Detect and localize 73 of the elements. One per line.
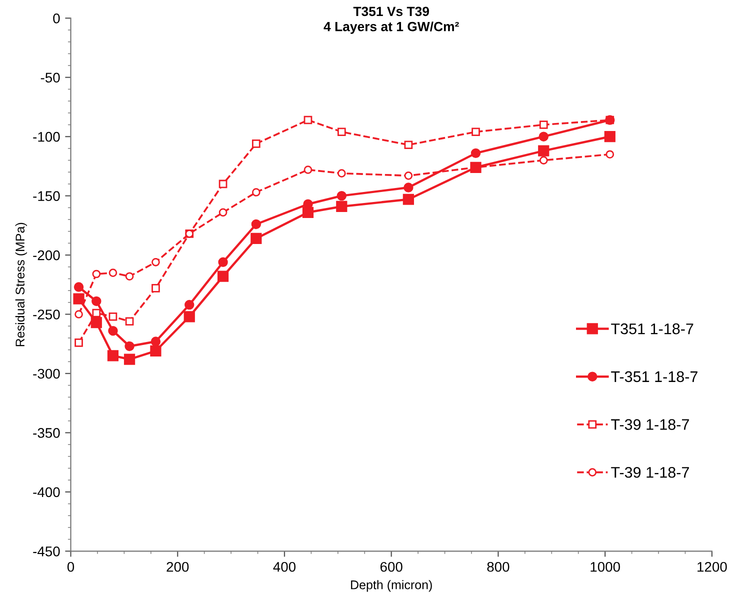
point bbox=[92, 270, 101, 278]
y-tick-label: -150 bbox=[33, 191, 60, 201]
point bbox=[125, 272, 134, 281]
y-tick-label: -450 bbox=[33, 546, 60, 556]
x-tick-label: 800 bbox=[487, 562, 510, 572]
point bbox=[251, 219, 262, 230]
point bbox=[74, 310, 83, 318]
y-tick-label: -250 bbox=[33, 310, 60, 320]
point bbox=[336, 190, 347, 201]
point bbox=[538, 145, 550, 156]
point bbox=[604, 131, 616, 142]
point bbox=[107, 350, 119, 362]
point bbox=[152, 258, 160, 266]
point bbox=[304, 116, 312, 124]
point bbox=[337, 169, 346, 178]
point bbox=[337, 128, 346, 136]
point bbox=[150, 345, 162, 357]
point bbox=[92, 308, 101, 318]
point bbox=[152, 284, 160, 292]
point bbox=[150, 336, 161, 346]
point bbox=[402, 194, 414, 205]
x-tick-label: 400 bbox=[273, 562, 296, 572]
point bbox=[74, 338, 83, 347]
point bbox=[92, 296, 102, 306]
point bbox=[218, 257, 228, 268]
x-tick-label: 1000 bbox=[590, 562, 620, 572]
point bbox=[250, 232, 262, 244]
point bbox=[404, 182, 414, 192]
point bbox=[218, 208, 228, 217]
point bbox=[73, 293, 84, 304]
point bbox=[108, 268, 118, 277]
point bbox=[108, 326, 118, 336]
y-tick-label: -200 bbox=[33, 250, 60, 260]
point bbox=[472, 128, 480, 136]
y-axis-title: Residual Stress (MPa) bbox=[15, 222, 27, 346]
point bbox=[336, 200, 348, 212]
point bbox=[404, 172, 413, 180]
point bbox=[606, 150, 614, 159]
point bbox=[252, 140, 260, 148]
x-tick-label: 200 bbox=[166, 562, 189, 572]
legend-label: T-351 1-18-7 bbox=[611, 371, 698, 382]
chart-title: T351 Vs T39 4 Layers at 1 GW/Cm² bbox=[324, 6, 459, 34]
point bbox=[304, 166, 312, 174]
x-tick-label: 1200 bbox=[698, 562, 727, 572]
point bbox=[538, 132, 548, 142]
y-tick-label: -300 bbox=[33, 368, 60, 379]
y-tick-label: -100 bbox=[33, 132, 60, 142]
point bbox=[184, 311, 195, 322]
point bbox=[184, 300, 194, 310]
point bbox=[252, 188, 260, 196]
point bbox=[74, 282, 84, 292]
point bbox=[404, 140, 413, 150]
legend-label: T351 1-18-7 bbox=[611, 323, 694, 334]
point bbox=[539, 156, 548, 164]
legend-label: T-39 1-18-7 bbox=[611, 419, 689, 430]
y-tick-label: -350 bbox=[33, 428, 60, 438]
y-tick-label: -50 bbox=[40, 72, 60, 83]
x-axis-title: Depth (micron) bbox=[351, 580, 432, 592]
point bbox=[124, 341, 134, 352]
point bbox=[539, 120, 548, 129]
point bbox=[90, 317, 102, 328]
point bbox=[125, 317, 134, 326]
y-tick-label: -400 bbox=[33, 487, 60, 498]
x-tick-label: 600 bbox=[380, 562, 402, 572]
point bbox=[218, 180, 228, 188]
y-tick-label: 0 bbox=[53, 13, 60, 24]
point bbox=[217, 270, 229, 282]
x-tick-label: 0 bbox=[67, 562, 74, 572]
point bbox=[302, 206, 314, 218]
point bbox=[108, 312, 118, 321]
point bbox=[470, 148, 481, 158]
legend-label: T-39 1-18-7 bbox=[611, 466, 689, 478]
point bbox=[124, 354, 136, 365]
